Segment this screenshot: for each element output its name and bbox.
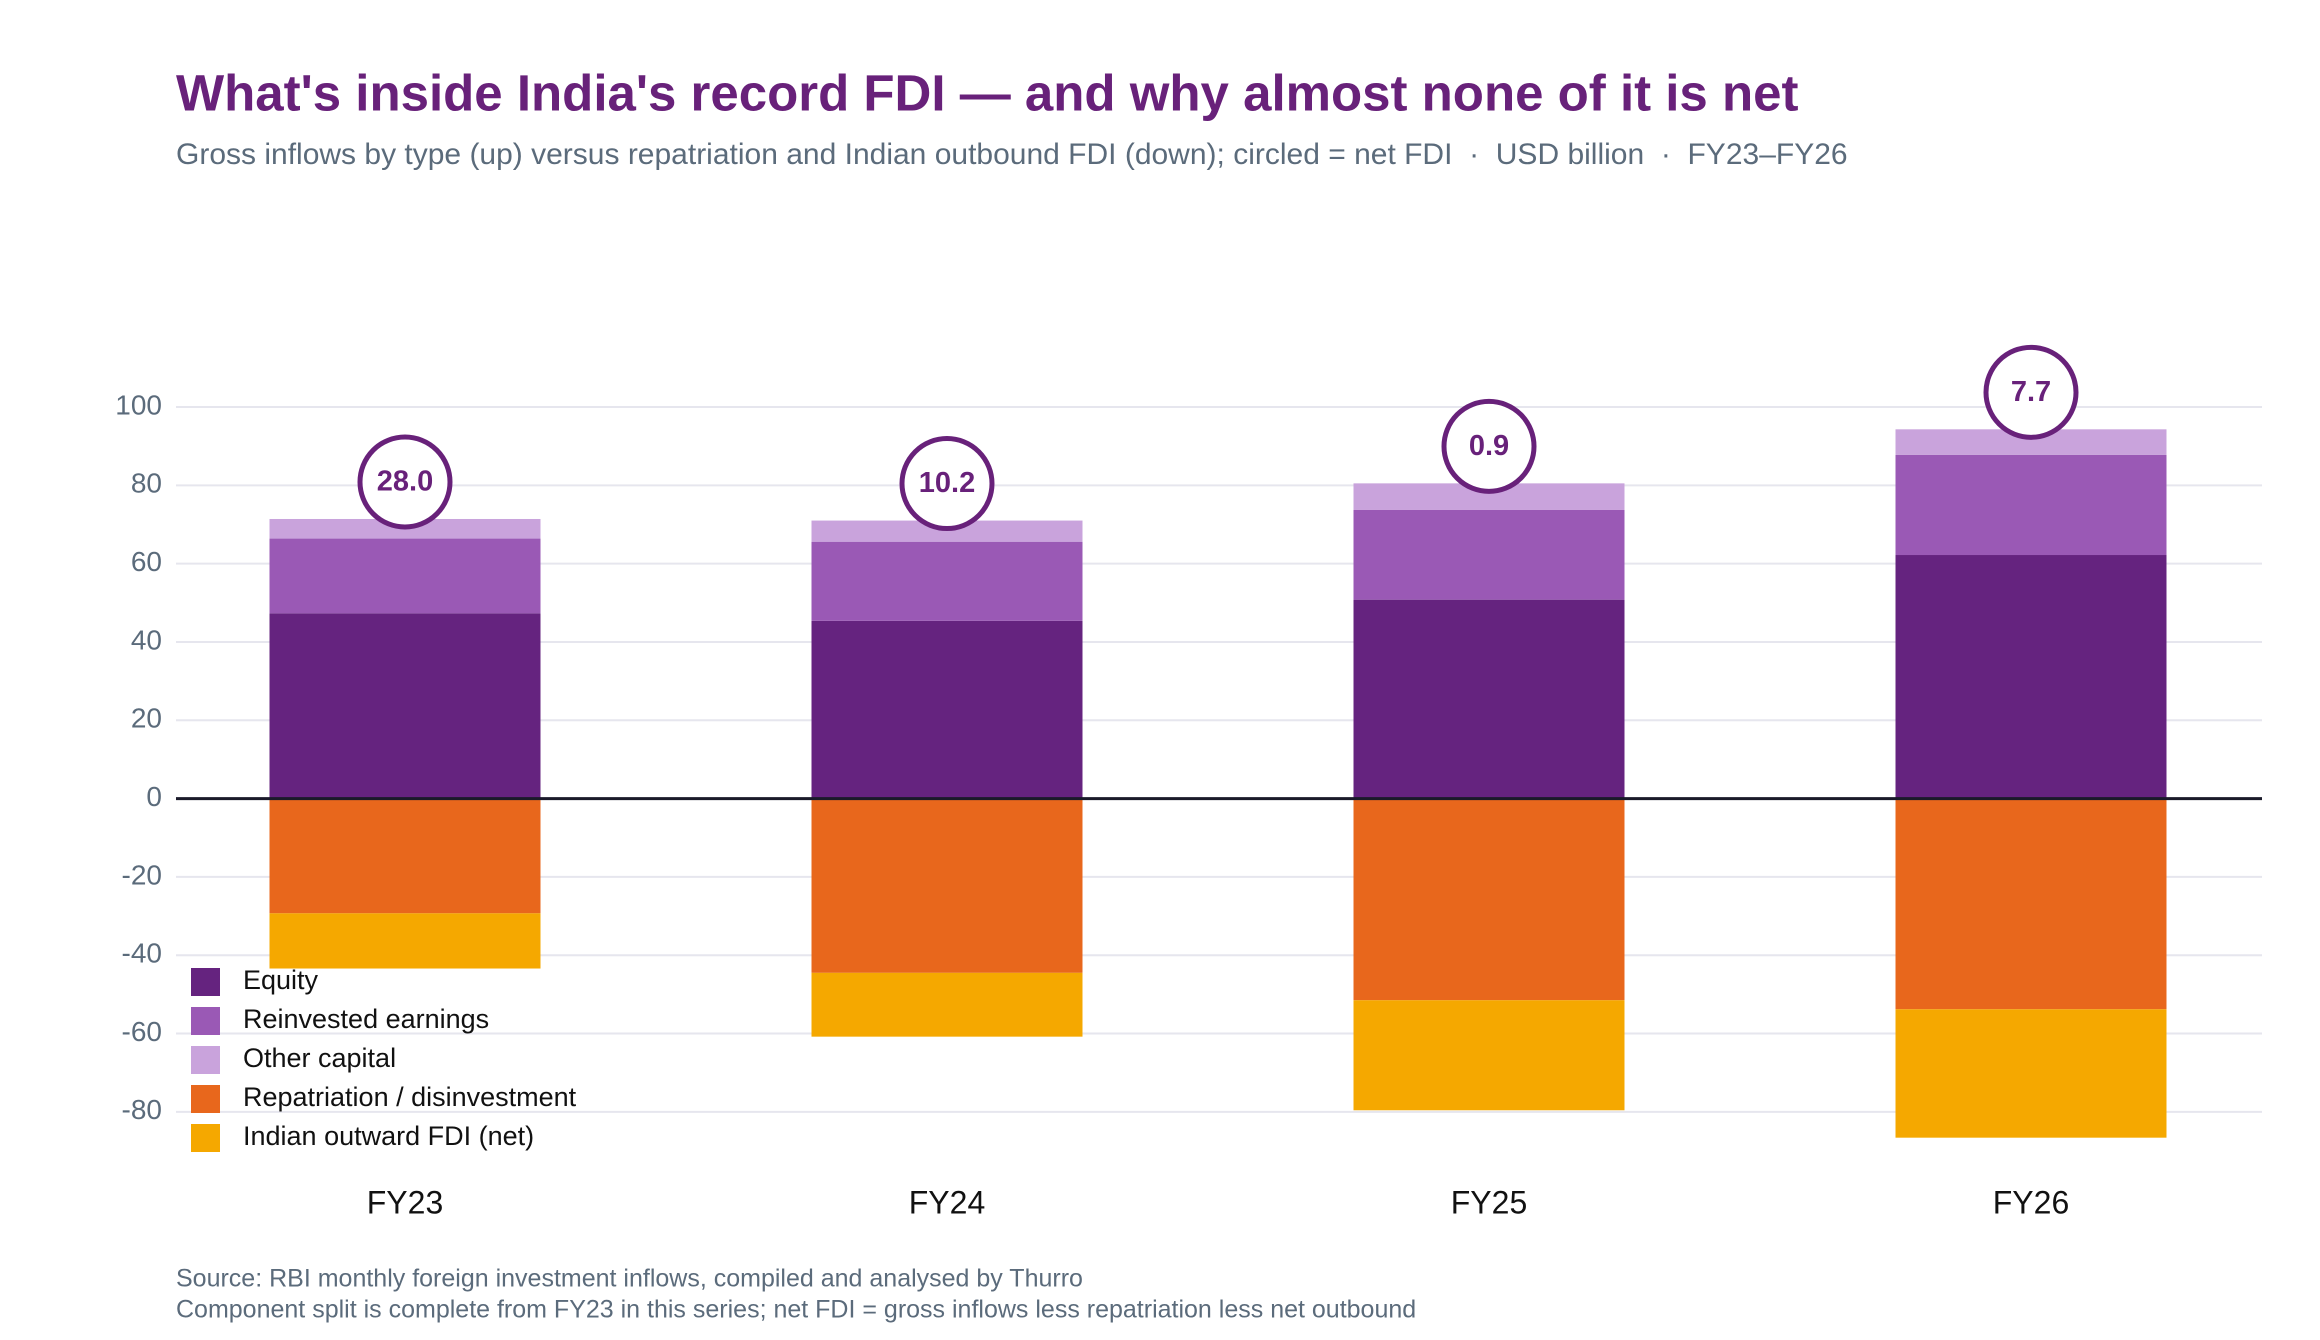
net-label: 7.7 [2011, 376, 2051, 408]
overlay: FY23 FY24 FY25 FY26 28.0 10.2 0.9 7.7 Equity Rein… [176, 344, 2262, 1220]
net-label: 28.0 [377, 466, 433, 498]
y-tick-label: -20 [122, 859, 162, 890]
x-tick-label: FY25 [1451, 1184, 1527, 1220]
chart-subtitle: Gross inflows by type (up) versus repatr… [176, 138, 1848, 171]
bar-segment [811, 520, 1083, 542]
net-circle [1441, 398, 1537, 494]
legend-swatch [191, 1124, 220, 1152]
bar-segment [269, 538, 541, 614]
legend-swatch [191, 968, 220, 996]
bars [269, 429, 2167, 1138]
legend-label: Other capital [243, 1043, 396, 1073]
legend-swatch [191, 1085, 220, 1113]
legend-label: Repatriation / disinvestment [243, 1082, 577, 1112]
y-tick-label: -40 [122, 938, 162, 969]
bar-segment [269, 613, 541, 799]
net-label: 10.2 [919, 467, 975, 499]
y-tick-label: 100 [115, 389, 162, 420]
bar-segment [1353, 509, 1625, 600]
bar-segment [1353, 1000, 1625, 1111]
bar-segment [811, 972, 1083, 1037]
y-tick-label: -80 [122, 1094, 162, 1125]
bar-segment [811, 798, 1083, 973]
bar-segment [269, 913, 541, 969]
bar-segment [269, 798, 541, 914]
net-circle [899, 436, 995, 532]
x-tick-label: FY23 [367, 1184, 443, 1220]
legend-label: Equity [243, 965, 319, 995]
legend-swatch [191, 1046, 220, 1074]
legend-swatch [191, 1007, 220, 1035]
bar-segment [1353, 599, 1625, 799]
bar-segment [1895, 454, 2167, 556]
y-tick-label: 20 [131, 703, 162, 734]
bar-segment [1895, 1009, 2167, 1138]
y-tick-label: 0 [146, 781, 162, 812]
x-tick-label: FY24 [909, 1184, 985, 1220]
legend-label: Reinvested earnings [243, 1004, 489, 1034]
net-circle [1983, 344, 2079, 440]
y-tick-label: 60 [131, 546, 162, 577]
y-tick-label: 40 [131, 624, 162, 655]
bar-segment [811, 541, 1083, 621]
source-note: Source: RBI monthly foreign investment i… [176, 1265, 1083, 1293]
footnote: Component split is complete from FY23 in… [176, 1296, 1416, 1324]
bar-segment [1895, 555, 2167, 799]
chart-title: What's inside India's record FDI — and w… [176, 64, 1798, 121]
legend-label: Indian outward FDI (net) [243, 1121, 534, 1151]
bar-segment [1895, 798, 2167, 1010]
x-tick-label: FY26 [1993, 1184, 2069, 1220]
y-tick-label: 80 [131, 468, 162, 499]
bar-segment [811, 620, 1083, 799]
net-label: 0.9 [1469, 430, 1509, 462]
bar-segment [1353, 798, 1625, 1001]
net-circle [357, 434, 453, 530]
y-tick-label: -60 [122, 1016, 162, 1047]
